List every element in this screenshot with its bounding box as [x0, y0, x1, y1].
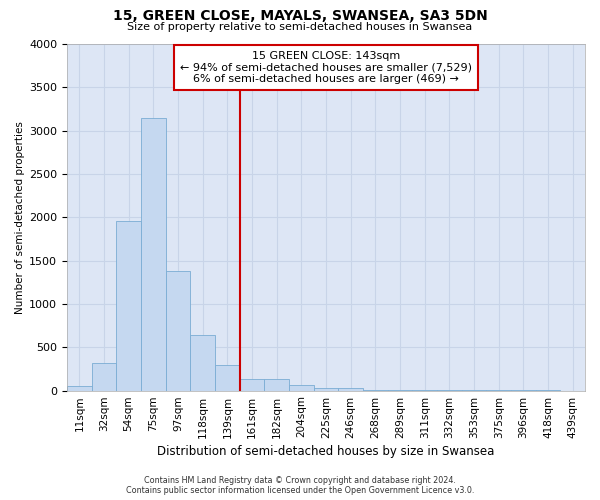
Bar [116, 221, 141, 390]
Bar [190, 335, 215, 390]
Bar [338, 388, 363, 390]
Bar [166, 271, 190, 390]
Text: Size of property relative to semi-detached houses in Swansea: Size of property relative to semi-detach… [127, 22, 473, 32]
Bar [67, 386, 92, 390]
Y-axis label: Number of semi-detached properties: Number of semi-detached properties [15, 121, 25, 314]
Bar [141, 118, 166, 390]
X-axis label: Distribution of semi-detached houses by size in Swansea: Distribution of semi-detached houses by … [157, 444, 494, 458]
Bar [92, 364, 116, 390]
Bar [239, 380, 265, 390]
Text: 15 GREEN CLOSE: 143sqm
← 94% of semi-detached houses are smaller (7,529)
6% of s: 15 GREEN CLOSE: 143sqm ← 94% of semi-det… [180, 51, 472, 84]
Text: Contains HM Land Registry data © Crown copyright and database right 2024.
Contai: Contains HM Land Registry data © Crown c… [126, 476, 474, 495]
Bar [314, 388, 338, 390]
Text: 15, GREEN CLOSE, MAYALS, SWANSEA, SA3 5DN: 15, GREEN CLOSE, MAYALS, SWANSEA, SA3 5D… [113, 9, 487, 23]
Bar [289, 384, 314, 390]
Bar [265, 380, 289, 390]
Bar [215, 364, 239, 390]
